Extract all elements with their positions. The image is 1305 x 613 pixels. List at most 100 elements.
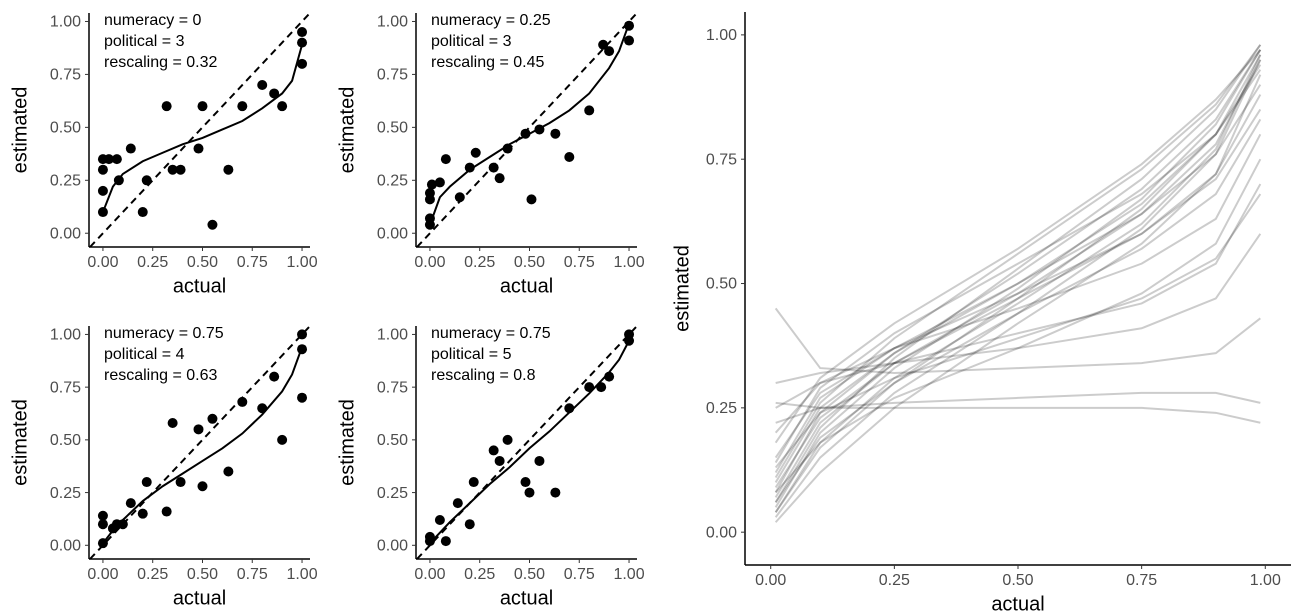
y-tick-label: 0.75 bbox=[706, 151, 737, 168]
x-tick-label: 0.50 bbox=[514, 254, 545, 271]
x-tick-label: 0.75 bbox=[237, 254, 268, 271]
annotation: political = 3 bbox=[104, 33, 185, 50]
x-tick-label: 0.50 bbox=[187, 566, 218, 583]
y-tick-label: 0.25 bbox=[50, 173, 81, 190]
y-tick-label: 0.50 bbox=[50, 432, 81, 449]
x-axis-title: actual bbox=[991, 593, 1044, 613]
point bbox=[468, 477, 479, 488]
point bbox=[424, 213, 435, 224]
x-axis-title: actual bbox=[173, 587, 226, 609]
curve bbox=[774, 74, 1262, 523]
curve bbox=[774, 54, 1262, 513]
y-tick-label: 0.50 bbox=[50, 120, 81, 137]
annotation: rescaling = 0.63 bbox=[104, 367, 218, 384]
x-axis-title: actual bbox=[500, 275, 553, 297]
point bbox=[434, 177, 445, 188]
point bbox=[193, 424, 204, 435]
identity-line bbox=[416, 325, 638, 560]
y-axis-title: estimated bbox=[671, 245, 693, 332]
point bbox=[534, 124, 545, 135]
curve bbox=[775, 183, 1262, 409]
curve bbox=[774, 44, 1262, 478]
point bbox=[584, 105, 595, 116]
curve bbox=[774, 49, 1262, 508]
x-tick-label: 0.00 bbox=[414, 254, 445, 271]
x-tick-label: 0.50 bbox=[514, 566, 545, 583]
point bbox=[524, 487, 535, 498]
y-tick-label: 0.00 bbox=[706, 524, 737, 541]
x-tick-label: 0.25 bbox=[137, 566, 168, 583]
curve bbox=[774, 118, 1262, 503]
x-tick-label: 0.00 bbox=[87, 254, 118, 271]
curve bbox=[774, 49, 1262, 493]
point bbox=[237, 101, 248, 112]
point bbox=[604, 46, 615, 57]
point bbox=[624, 20, 635, 31]
curve bbox=[774, 94, 1262, 459]
point bbox=[297, 344, 308, 355]
point bbox=[297, 392, 308, 403]
curve bbox=[774, 59, 1262, 518]
point bbox=[464, 519, 475, 530]
point bbox=[117, 519, 128, 530]
y-tick-label: 1.00 bbox=[377, 14, 408, 31]
point bbox=[161, 101, 172, 112]
y-tick-label: 0.75 bbox=[377, 67, 408, 84]
point bbox=[297, 58, 308, 69]
identity-line bbox=[89, 325, 311, 560]
point bbox=[426, 179, 437, 190]
curve bbox=[774, 54, 1262, 513]
x-tick-label: 0.50 bbox=[1002, 572, 1033, 589]
point bbox=[452, 498, 463, 509]
point bbox=[97, 519, 108, 530]
x-tick-label: 1.00 bbox=[613, 254, 644, 271]
point bbox=[161, 506, 172, 517]
annotation: rescaling = 0.32 bbox=[104, 54, 218, 71]
point bbox=[596, 382, 607, 393]
point bbox=[111, 154, 122, 165]
point bbox=[97, 207, 108, 218]
identity-line bbox=[89, 12, 311, 248]
x-tick-label: 0.25 bbox=[137, 254, 168, 271]
annotation: political = 3 bbox=[431, 33, 512, 50]
point bbox=[269, 88, 280, 99]
point bbox=[167, 164, 178, 175]
y-tick-label: 0.00 bbox=[50, 225, 81, 242]
point bbox=[197, 101, 208, 112]
point bbox=[207, 413, 218, 424]
curve bbox=[774, 69, 1262, 464]
annotation: rescaling = 0.8 bbox=[431, 367, 536, 384]
point bbox=[237, 396, 248, 407]
curve bbox=[774, 133, 1262, 434]
point bbox=[564, 152, 575, 162]
point bbox=[550, 487, 561, 498]
y-tick-label: 0.25 bbox=[377, 173, 408, 190]
x-axis-title: actual bbox=[500, 587, 553, 609]
x-tick-label: 0.50 bbox=[187, 254, 218, 271]
y-tick-label: 0.25 bbox=[706, 400, 737, 417]
point bbox=[175, 477, 186, 488]
point bbox=[167, 417, 178, 428]
point bbox=[257, 80, 268, 90]
point bbox=[207, 219, 218, 230]
point bbox=[137, 207, 148, 218]
point bbox=[97, 185, 108, 196]
point bbox=[440, 536, 451, 547]
point bbox=[137, 508, 148, 519]
annotation: political = 5 bbox=[431, 346, 512, 363]
x-tick-label: 0.25 bbox=[464, 254, 495, 271]
point bbox=[424, 531, 435, 542]
y-tick-label: 0.00 bbox=[50, 538, 81, 555]
point bbox=[223, 164, 234, 175]
y-tick-label: 0.50 bbox=[377, 120, 408, 137]
point bbox=[488, 445, 499, 456]
y-tick-label: 0.00 bbox=[377, 538, 408, 555]
point bbox=[125, 498, 136, 509]
x-tick-label: 0.75 bbox=[564, 254, 595, 271]
point bbox=[269, 371, 280, 382]
x-tick-label: 0.25 bbox=[464, 566, 495, 583]
y-axis-title: estimated bbox=[336, 87, 358, 174]
point bbox=[193, 143, 204, 154]
point bbox=[440, 154, 451, 165]
y-tick-label: 1.00 bbox=[706, 27, 737, 44]
